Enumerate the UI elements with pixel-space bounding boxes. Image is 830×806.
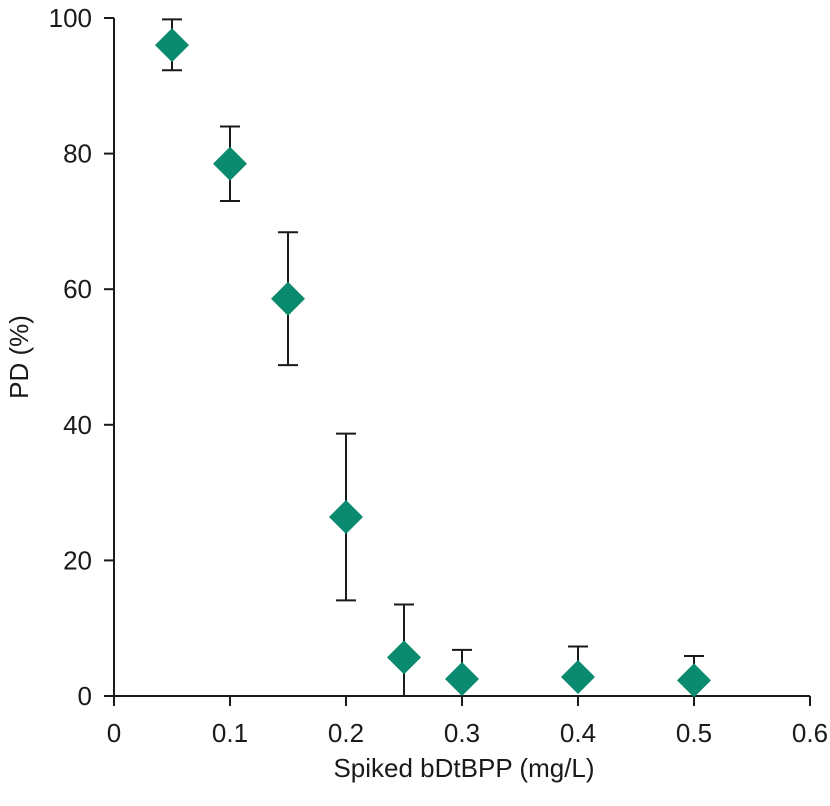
x-tick-label: 0.6 — [792, 718, 828, 748]
data-point — [155, 28, 189, 63]
x-axis-label: Spiked bDtBPP (mg/L) — [333, 753, 594, 783]
data-point — [677, 663, 711, 698]
x-tick-label: 0.2 — [328, 718, 364, 748]
y-tick-label: 100 — [49, 3, 92, 33]
x-tick-label: 0 — [107, 718, 121, 748]
axes: 0 0.1 0.2 0.3 0.4 0.5 0.6 0 20 40 60 80 100 — [49, 3, 828, 748]
x-tick-label: 0.5 — [676, 718, 712, 748]
y-tick-label: 0 — [78, 681, 92, 711]
data-point — [213, 146, 247, 181]
y-tick-label: 40 — [63, 410, 92, 440]
y-axis-label: PD (%) — [4, 315, 34, 399]
data-point — [387, 640, 421, 675]
data-points — [155, 28, 711, 698]
data-point — [445, 662, 479, 697]
data-point — [271, 281, 305, 316]
data-point — [561, 660, 595, 695]
data-point — [329, 500, 363, 535]
y-tick-label: 80 — [63, 139, 92, 169]
y-tick-label: 60 — [63, 274, 92, 304]
error-bars — [162, 18, 704, 696]
x-tick-label: 0.4 — [560, 718, 596, 748]
x-tick-label: 0.3 — [444, 718, 480, 748]
x-tick-label: 0.1 — [212, 718, 248, 748]
y-tick-label: 20 — [63, 545, 92, 575]
